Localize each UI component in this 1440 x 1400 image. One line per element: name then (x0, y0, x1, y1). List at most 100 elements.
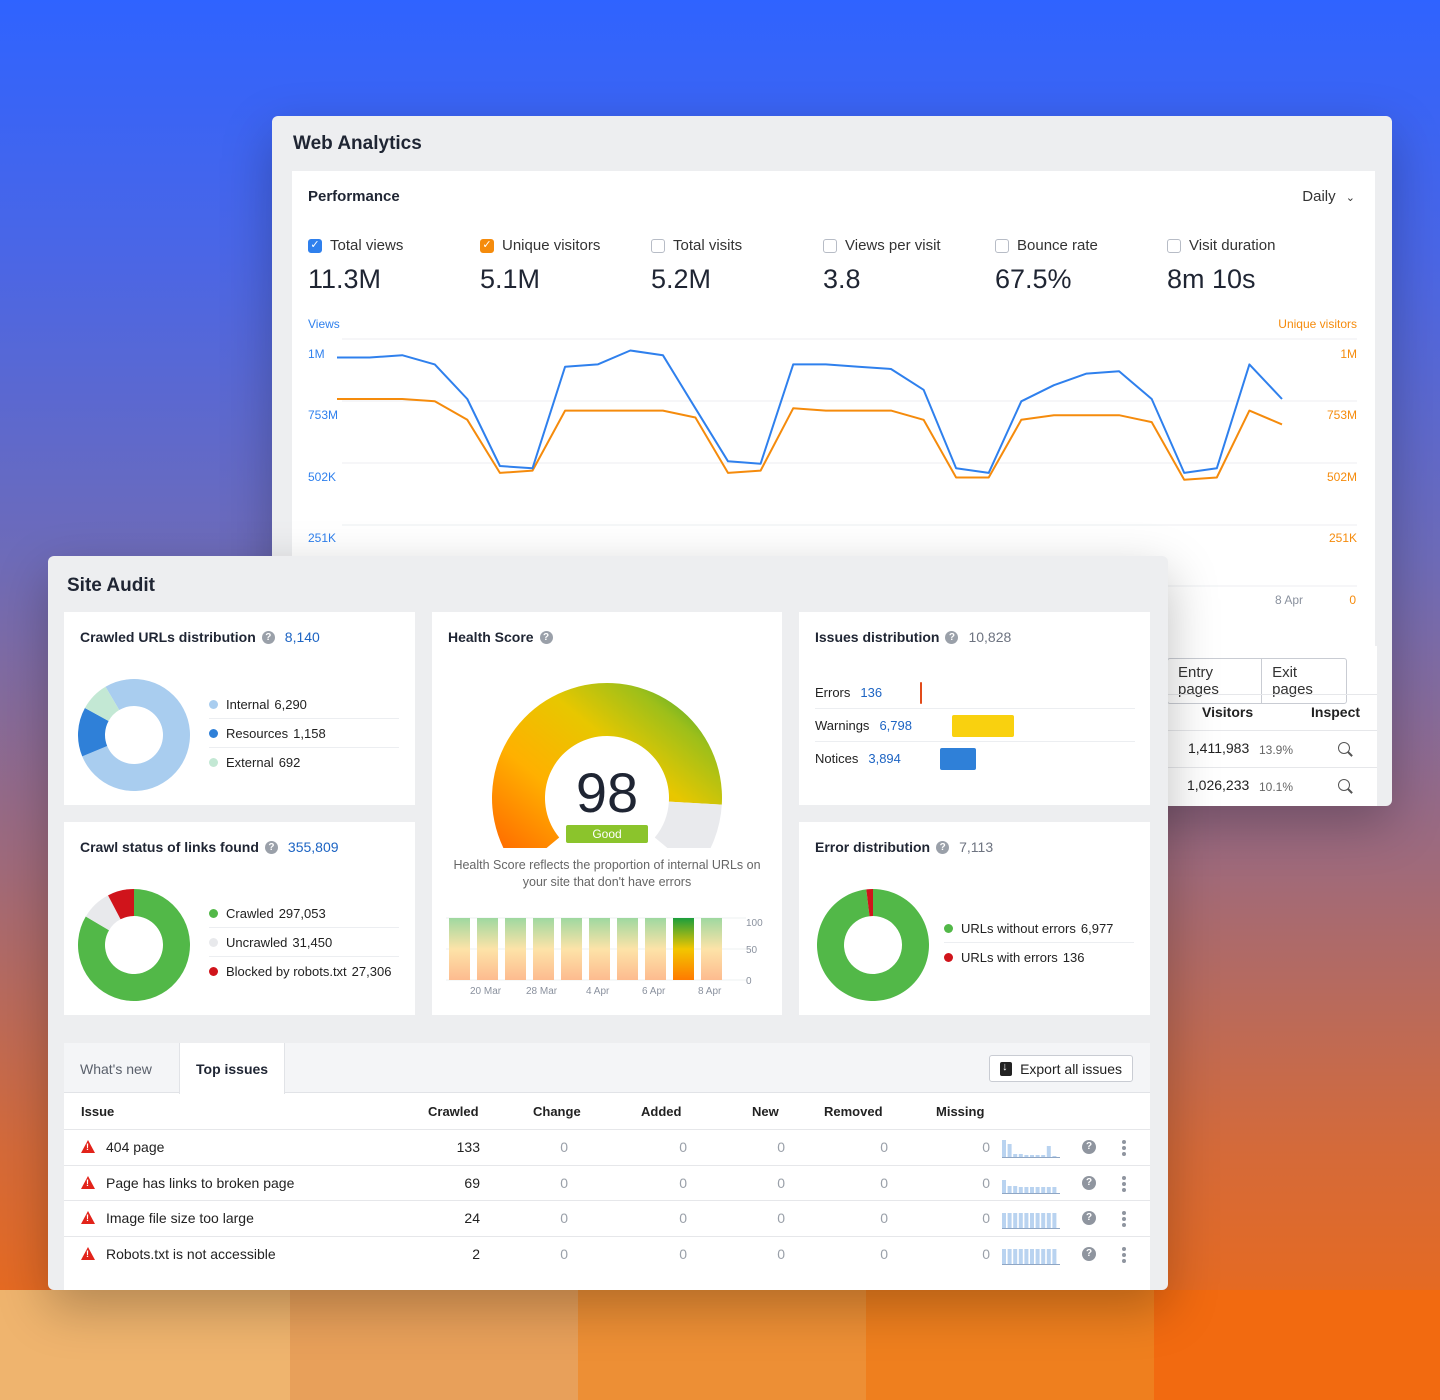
search-icon[interactable] (1338, 779, 1350, 791)
metric-label-row[interactable]: Visit duration (1167, 237, 1337, 254)
column-header-change[interactable]: Change (533, 1104, 581, 1119)
total-count[interactable]: 355,809 (287, 839, 339, 855)
column-header-added[interactable]: Added (641, 1104, 682, 1119)
metric-checkbox[interactable] (1167, 238, 1181, 253)
help-icon[interactable]: ? (1082, 1175, 1096, 1190)
warning-icon (81, 1140, 95, 1153)
metric-total-visits[interactable]: Total visits 5.2M (651, 237, 821, 295)
issues-row-errors[interactable]: Errors 136 (815, 676, 1135, 709)
table-row[interactable]: Robots.txt is not accessible 2 0 0 0 0 0? (64, 1235, 1150, 1272)
removed-count: 0 (880, 1174, 888, 1191)
table-row[interactable]: Image file size too large 24 0 0 0 0 0? (64, 1200, 1150, 1236)
more-options-icon[interactable] (1122, 1211, 1126, 1227)
background-band (578, 1290, 866, 1400)
legend-item[interactable]: Blocked by robots.txt 27,306 (209, 957, 399, 986)
table-row[interactable]: 404 page 133 0 0 0 0 0? (64, 1129, 1150, 1165)
legend-label: External (226, 755, 274, 770)
sparkline-bar (1035, 1213, 1040, 1229)
right-tick: 1M (1340, 347, 1357, 361)
metric-label-row[interactable]: ✓ Unique visitors (480, 237, 650, 254)
issues-row-notices[interactable]: Notices 3,894 (815, 742, 1135, 775)
legend-item[interactable]: Internal 6,290 (209, 690, 399, 719)
metric-checkbox[interactable] (823, 238, 837, 253)
sparkline-bar (1041, 1248, 1046, 1265)
metric-checkbox[interactable] (995, 238, 1009, 253)
more-options-icon[interactable] (1122, 1175, 1126, 1192)
legend-item[interactable]: URLs without errors 6,977 (944, 914, 1134, 943)
total-count[interactable]: 8,140 (284, 629, 320, 645)
tab-whats-new[interactable]: What's new (80, 1060, 152, 1077)
error-distribution-donut (817, 889, 929, 1001)
sparkline-bar (1030, 1155, 1034, 1158)
issue-name[interactable]: Robots.txt is not accessible (106, 1245, 276, 1262)
crawled-count[interactable]: 69 (464, 1174, 480, 1191)
column-header-missing[interactable]: Missing (936, 1104, 985, 1119)
metric-value: 11.3M (308, 264, 382, 294)
column-header-crawled[interactable]: Crawled (428, 1104, 479, 1119)
total-count: 10,828 (968, 629, 1012, 645)
background-band (0, 1290, 290, 1400)
metric-unique-visitors[interactable]: ✓ Unique visitors 5.1M (480, 237, 650, 295)
search-icon[interactable] (1338, 742, 1350, 754)
column-header-removed[interactable]: Removed (824, 1104, 883, 1119)
donut-slice-blocked-by-robots-txt (108, 889, 134, 920)
missing-count: 0 (982, 1245, 990, 1262)
issue-name[interactable]: Image file size too large (106, 1210, 254, 1226)
change-count: 0 (560, 1139, 568, 1155)
crawled-count[interactable]: 2 (472, 1245, 480, 1262)
metric-checkbox[interactable]: ✓ (308, 238, 322, 253)
metric-checkbox[interactable] (651, 238, 665, 253)
sparkline-bar (1046, 1248, 1051, 1265)
legend-item[interactable]: URLs with errors 136 (944, 943, 1134, 972)
help-icon[interactable]: ? (1082, 1211, 1096, 1225)
legend-item[interactable]: Resources 1,158 (209, 719, 399, 748)
issue-name[interactable]: 404 page (106, 1139, 165, 1155)
help-icon[interactable]: ? (261, 630, 275, 644)
help-icon[interactable]: ? (1082, 1140, 1096, 1154)
metric-label-row[interactable]: Total visits (651, 237, 821, 254)
issue-name[interactable]: Page has links to broken page (106, 1174, 295, 1191)
sparkline (1002, 1248, 1060, 1265)
crawled-count[interactable]: 133 (456, 1139, 480, 1155)
metric-bounce-rate[interactable]: Bounce rate 67.5% (995, 237, 1165, 295)
sparkline-bar (1046, 1213, 1051, 1229)
crawled-count[interactable]: 24 (464, 1210, 480, 1226)
legend-item[interactable]: External 692 (209, 748, 399, 777)
legend-item[interactable]: Uncrawled 31,450 (209, 928, 399, 957)
period-select[interactable]: Daily ⌄ (1302, 188, 1355, 205)
table-row[interactable]: Page has links to broken page 69 0 0 0 0 0? (64, 1164, 1150, 1201)
help-icon[interactable]: ? (936, 840, 950, 854)
metric-total-views[interactable]: ✓ Total views 11.3M (308, 237, 478, 295)
more-options-icon[interactable] (1122, 1140, 1126, 1156)
tab-entry-pages[interactable]: Entry pages (1178, 664, 1219, 698)
column-header-new[interactable]: New (752, 1104, 779, 1119)
tab-exit-pages[interactable]: Exit pages (1261, 659, 1346, 703)
metric-views-per-visit[interactable]: Views per visit 3.8 (823, 237, 993, 295)
sparkline-bar (1013, 1248, 1018, 1265)
help-icon[interactable]: ? (945, 630, 959, 644)
metric-label-row[interactable]: ✓ Total views (308, 237, 478, 254)
column-header-issue[interactable]: Issue (81, 1104, 115, 1119)
legend-value: 692 (278, 755, 301, 770)
issues-row-warnings[interactable]: Warnings 6,798 (815, 709, 1135, 742)
metric-label-row[interactable]: Bounce rate (995, 237, 1165, 254)
export-button[interactable]: Export all issues (989, 1055, 1133, 1082)
metric-visit-duration[interactable]: Visit duration 8m 10s (1167, 237, 1337, 295)
sparkline-bar (1018, 1186, 1023, 1194)
legend-item[interactable]: Crawled 297,053 (209, 899, 399, 928)
sparkline-bar (1013, 1154, 1018, 1158)
legend-dot (209, 699, 218, 709)
missing-count: 0 (982, 1174, 990, 1191)
card-title-text: Crawled URLs distribution (80, 629, 256, 645)
help-icon[interactable]: ? (264, 840, 278, 854)
help-icon[interactable]: ? (1082, 1246, 1096, 1261)
background-band (290, 1290, 578, 1400)
left-tick: 1M (308, 347, 325, 361)
column-header-visitors[interactable]: Visitors (1202, 704, 1254, 720)
left-tick: 251K (308, 531, 337, 545)
help-icon[interactable]: ? (539, 630, 553, 644)
metric-label-row[interactable]: Views per visit (823, 237, 993, 254)
tab-top-issues[interactable]: Top issues (179, 1043, 286, 1094)
more-options-icon[interactable] (1122, 1246, 1126, 1263)
metric-checkbox[interactable]: ✓ (480, 238, 494, 253)
